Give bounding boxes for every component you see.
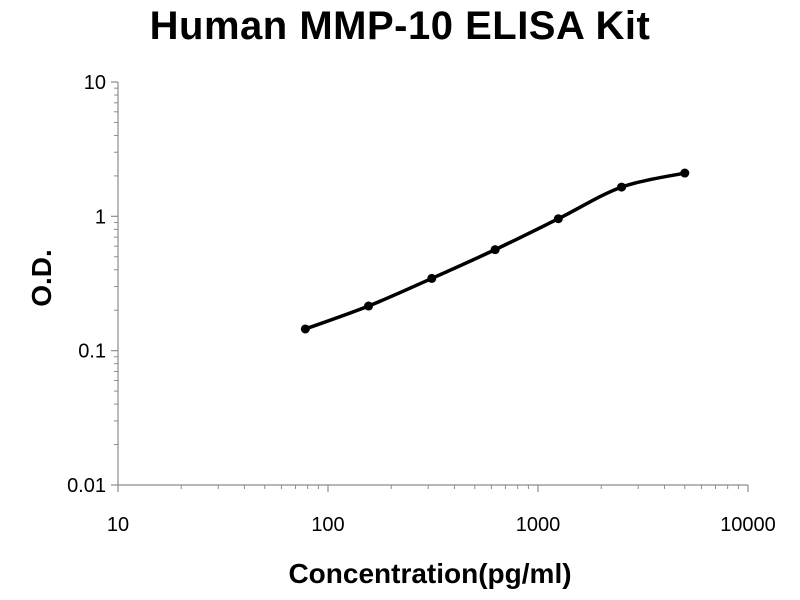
data-point bbox=[427, 273, 437, 283]
series-layer bbox=[300, 168, 690, 334]
data-point bbox=[364, 301, 374, 311]
y-tick-label: 10 bbox=[84, 72, 106, 94]
data-point bbox=[680, 168, 690, 178]
x-axis-title: Concentration(pg/ml) bbox=[288, 558, 572, 589]
x-tick-label: 1000 bbox=[516, 514, 561, 536]
data-point bbox=[300, 324, 310, 334]
x-tick-label: 100 bbox=[311, 514, 344, 536]
y-tick-label: 1 bbox=[95, 206, 106, 228]
y-tick-label: 0.1 bbox=[78, 341, 106, 363]
data-point bbox=[617, 182, 627, 192]
x-tick-label: 10 bbox=[107, 514, 129, 536]
ticks bbox=[111, 81, 749, 492]
y-tick-label: 0.01 bbox=[67, 475, 106, 497]
data-point bbox=[553, 214, 563, 224]
chart-title: Human MMP-10 ELISA Kit bbox=[149, 4, 651, 48]
axes bbox=[117, 82, 748, 486]
x-tick-label: 10000 bbox=[720, 514, 776, 536]
data-point bbox=[490, 245, 500, 255]
